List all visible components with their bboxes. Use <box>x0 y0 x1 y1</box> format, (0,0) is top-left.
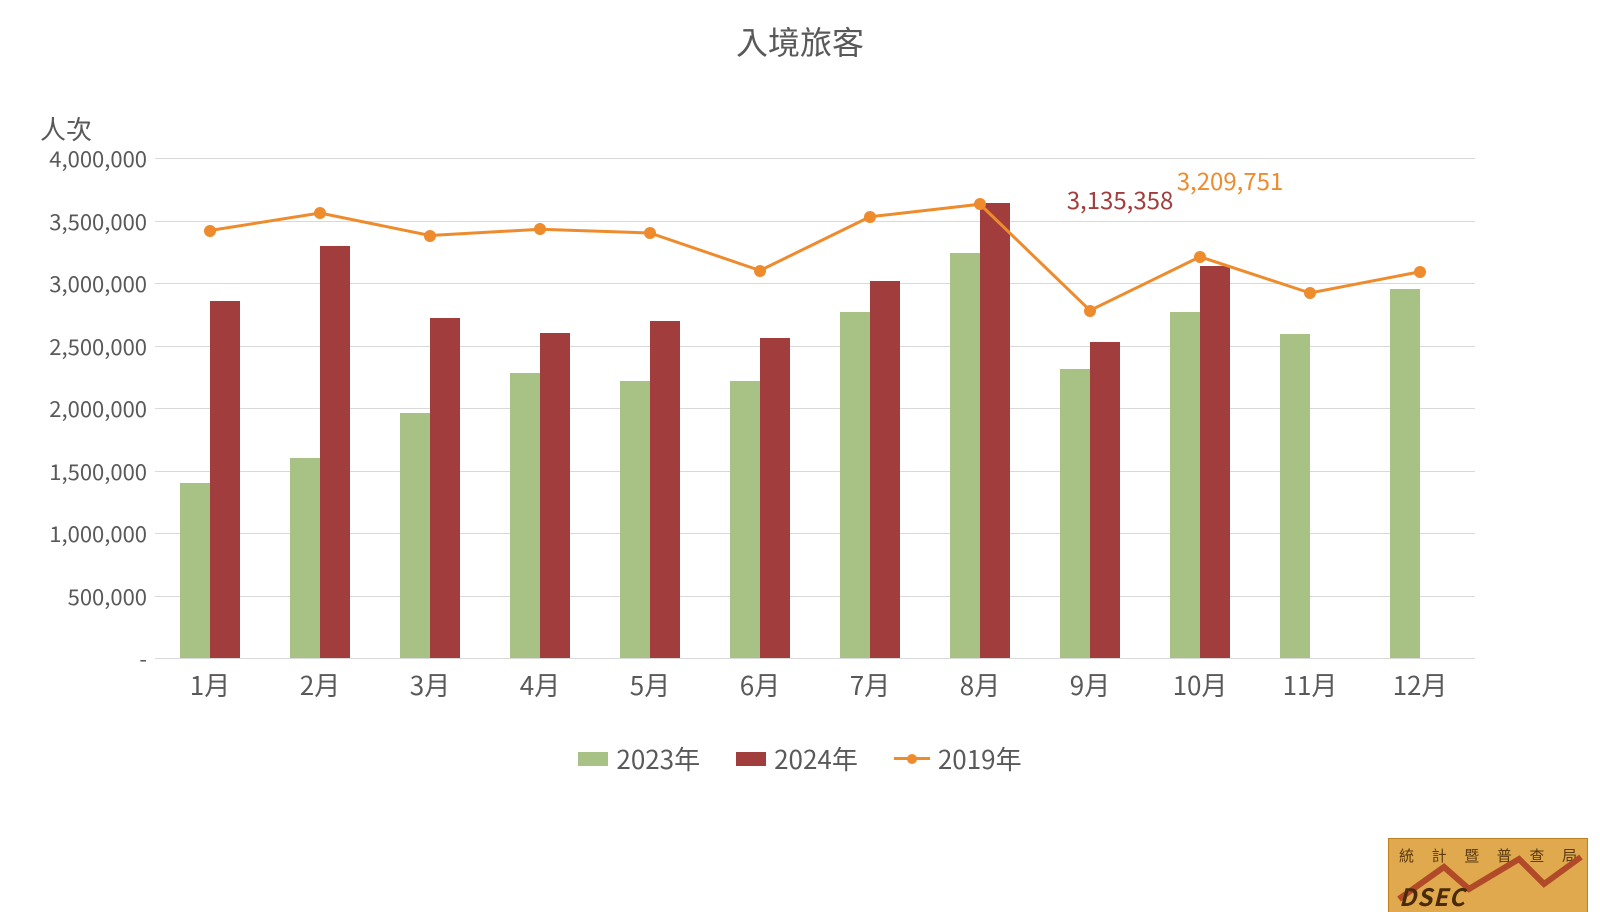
line-2019年 <box>210 204 1420 310</box>
x-tick-label: 9月 <box>1070 658 1110 703</box>
x-tick-label: 7月 <box>850 658 890 703</box>
chart-title: 入境旅客 <box>0 18 1600 64</box>
marker-2019年 <box>754 265 766 277</box>
y-tick-label: 500,000 <box>17 580 155 612</box>
x-tick-label: 2月 <box>300 658 340 703</box>
marker-2019年 <box>424 230 436 242</box>
marker-2019年 <box>1414 266 1426 278</box>
y-tick-label: 1,500,000 <box>17 455 155 487</box>
legend-item: 2024年 <box>736 740 858 777</box>
marker-2019年 <box>1194 251 1206 263</box>
y-tick-label: 2,500,000 <box>17 330 155 362</box>
x-tick-label: 8月 <box>960 658 1000 703</box>
legend-label: 2019年 <box>938 740 1022 777</box>
y-axis-title: 人次 <box>40 110 92 147</box>
visitor-arrivals-chart: 入境旅客 - 500,000 1,000,000 1,500,000 2,000… <box>0 18 1600 912</box>
marker-2019年 <box>314 207 326 219</box>
x-tick-label: 5月 <box>630 658 670 703</box>
x-tick-label: 11月 <box>1283 658 1338 703</box>
plot-area: - 500,000 1,000,000 1,500,000 2,000,000 … <box>155 158 1475 658</box>
marker-2019年 <box>864 211 876 223</box>
marker-2019年 <box>1084 305 1096 317</box>
legend-swatch <box>736 752 766 766</box>
legend-item: 2019年 <box>894 740 1022 777</box>
marker-2019年 <box>644 227 656 239</box>
y-tick-label: 3,500,000 <box>17 205 155 237</box>
legend: 2023年 2024年 2019年 <box>500 740 1100 777</box>
dsec-logo: 統計暨普查局 DSEC <box>1388 838 1588 912</box>
data-label: 3,209,751 <box>1177 162 1284 197</box>
marker-2019年 <box>534 223 546 235</box>
gridline <box>155 658 1475 659</box>
x-tick-label: 3月 <box>410 658 450 703</box>
x-tick-label: 6月 <box>740 658 780 703</box>
legend-label: 2023年 <box>616 740 700 777</box>
y-tick-label: - <box>17 642 155 674</box>
y-tick-label: 2,000,000 <box>17 392 155 424</box>
legend-swatch-line <box>894 752 930 766</box>
y-tick-label: 1,000,000 <box>17 517 155 549</box>
legend-item: 2023年 <box>578 740 700 777</box>
y-tick-label: 3,000,000 <box>17 267 155 299</box>
marker-2019年 <box>1304 287 1316 299</box>
x-tick-label: 1月 <box>190 658 230 703</box>
marker-2019年 <box>974 198 986 210</box>
legend-swatch <box>578 752 608 766</box>
marker-2019年 <box>204 225 216 237</box>
legend-label: 2024年 <box>774 740 858 777</box>
data-label: 3,135,358 <box>1067 181 1174 216</box>
x-tick-label: 12月 <box>1393 658 1448 703</box>
x-tick-label: 4月 <box>520 658 560 703</box>
dsec-logo-text: DSEC <box>1399 878 1466 912</box>
x-tick-label: 10月 <box>1173 658 1228 703</box>
